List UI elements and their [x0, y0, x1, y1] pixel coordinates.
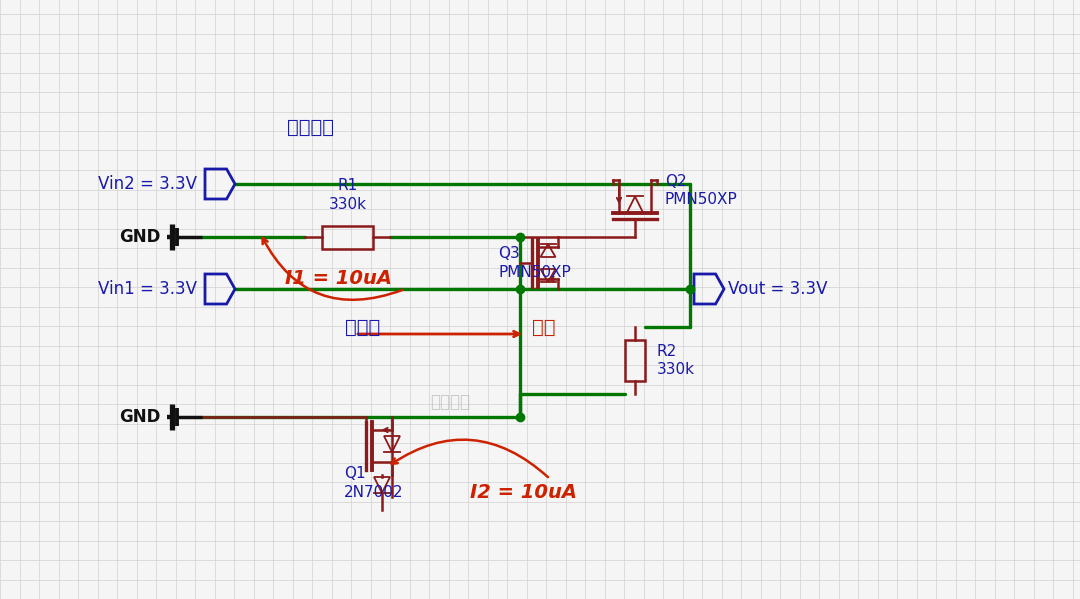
Text: Vin1 = 3.3V: Vin1 = 3.3V [98, 280, 197, 298]
Bar [322, 225, 373, 249]
Text: R1
330k: R1 330k [328, 179, 366, 212]
Text: Vout = 3.3V: Vout = 3.3V [728, 280, 827, 298]
Text: I2 = 10uA: I2 = 10uA [470, 483, 577, 501]
Text: Q1
2N7002: Q1 2N7002 [345, 466, 404, 500]
Text: GND: GND [119, 408, 160, 426]
Text: Q3
PMN50XP: Q3 PMN50XP [498, 246, 570, 280]
Text: R2
330k: R2 330k [657, 344, 696, 377]
Bar [625, 340, 645, 380]
Text: I1 = 10uA: I1 = 10uA [285, 270, 392, 289]
Text: 外部电源: 外部电源 [286, 117, 334, 137]
Text: 芯片之家: 芯片之家 [430, 393, 470, 411]
Text: GND: GND [119, 228, 160, 246]
Text: Vin2 = 3.3V: Vin2 = 3.3V [98, 175, 197, 193]
Text: Q2
PMN50XP: Q2 PMN50XP [665, 174, 738, 207]
Text: 输出: 输出 [532, 317, 555, 337]
Text: 主电源: 主电源 [345, 317, 380, 337]
